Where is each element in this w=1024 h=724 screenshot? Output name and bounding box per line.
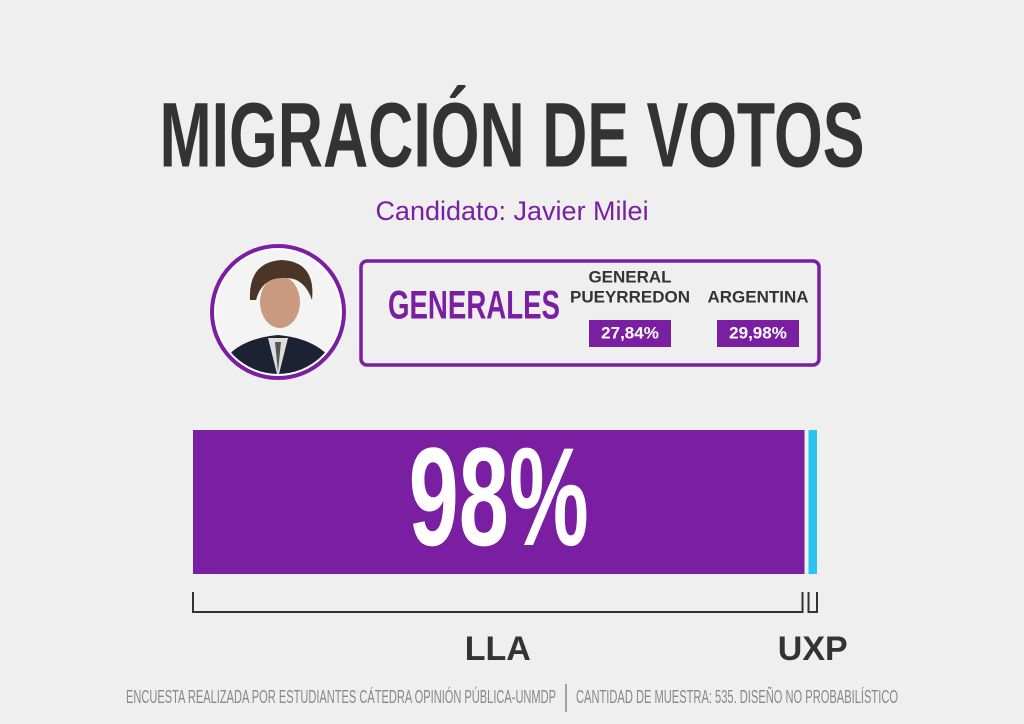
panel-title: GENERALES [388, 284, 560, 328]
value-box [589, 320, 671, 347]
column-value: 29,98% [729, 323, 787, 342]
column-label: PUEYRREDON [570, 287, 690, 306]
chart-subtitle: Candidato: Javier Milei [375, 196, 648, 226]
bar-segment [193, 430, 805, 574]
results-panel [359, 259, 821, 367]
legend-label: LLA [465, 630, 531, 668]
footer-right: CANTIDAD DE MUESTRA: 535. DISEÑO NO PROB… [576, 686, 898, 707]
legend-label: UXP [778, 630, 848, 668]
value-label: 98% [409, 418, 589, 575]
column-value: 27,84% [601, 323, 659, 342]
bracket [807, 592, 818, 613]
column-label: GENERAL [588, 267, 671, 286]
bracket [192, 592, 804, 613]
bar-segment [808, 430, 817, 574]
value-box [717, 320, 799, 347]
candidate-photo [210, 244, 346, 380]
column-label: ARGENTINA [707, 287, 808, 306]
chart-title: MIGRACIÓN DE VOTOS [160, 83, 865, 186]
footer-left: ENCUESTA REALIZADA POR ESTUDIANTES CÁTED… [126, 686, 556, 707]
